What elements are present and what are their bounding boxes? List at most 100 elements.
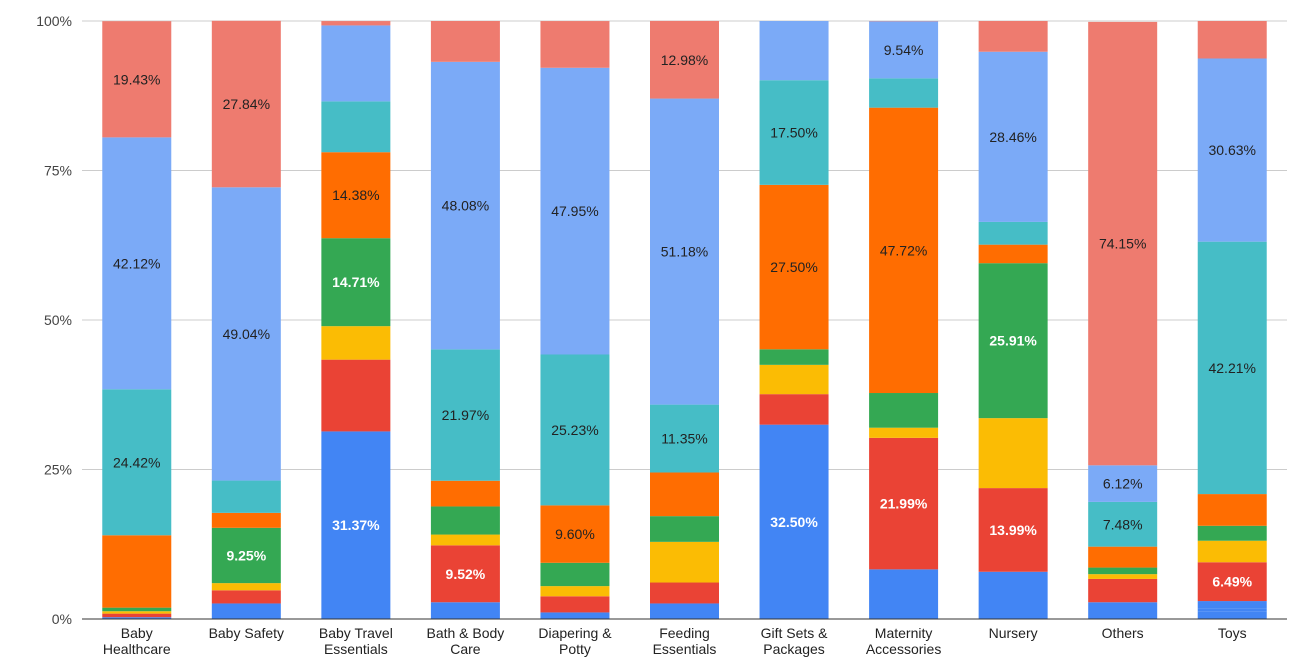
data-label: 49.04% — [223, 326, 270, 342]
bar-segment — [102, 607, 172, 612]
bar-segment — [759, 394, 829, 425]
data-label: 25.23% — [551, 422, 598, 438]
bar-segment — [430, 545, 500, 603]
bar-segment — [540, 505, 610, 563]
bars — [102, 20, 1267, 619]
bar-segment — [978, 488, 1048, 572]
data-label: 47.95% — [551, 203, 598, 219]
bar-segment — [650, 404, 719, 473]
data-label: 24.42% — [113, 454, 160, 470]
data-label: 19.43% — [113, 71, 160, 87]
category-label: Gift Sets & Packages — [761, 625, 829, 657]
bar-segment — [540, 354, 610, 506]
bar-segment — [211, 583, 281, 591]
data-label: 27.84% — [223, 96, 270, 112]
y-axis-ticks: 0% 25% 50% 75% 100% — [36, 13, 72, 627]
data-label: 42.12% — [113, 255, 160, 271]
bar-segment — [102, 21, 172, 138]
bar-segment — [430, 349, 500, 481]
data-label: 30.63% — [1208, 142, 1255, 158]
category-label: Feeding Essentials — [653, 625, 717, 657]
bar-segment — [321, 152, 391, 239]
category-label: Diapering & Potty — [538, 625, 612, 657]
bar-segment — [1197, 601, 1267, 609]
bar-segment — [978, 418, 1048, 489]
bar-segment — [650, 603, 719, 619]
data-label: 12.98% — [661, 52, 708, 68]
data-labels: 24.42% 42.12% 19.43% 9.25% 49.04% 27.84% 31.37… — [113, 42, 1256, 590]
bar-segment — [759, 349, 829, 365]
data-label: 31.37% — [332, 517, 380, 533]
bar-segment — [1088, 567, 1158, 575]
data-label: 14.38% — [332, 187, 379, 203]
data-label: 27.50% — [770, 259, 817, 275]
data-label: 42.21% — [1208, 360, 1255, 376]
y-tick-label: 100% — [36, 13, 72, 29]
data-label: 7.48% — [1103, 516, 1143, 532]
y-tick-label: 0% — [52, 611, 72, 627]
category-label: Nursery — [989, 625, 1038, 641]
bar-segment — [540, 21, 610, 68]
bar-segment — [321, 359, 391, 432]
bar-segment — [102, 617, 172, 619]
bar-segment — [978, 244, 1048, 264]
bar-segment — [211, 603, 281, 619]
bar-segment — [978, 21, 1048, 52]
bar-segment — [1088, 546, 1158, 568]
category-label: Baby Healthcare — [103, 625, 171, 657]
bar-segment — [211, 512, 281, 528]
bar-segment — [540, 586, 610, 597]
bar-segment — [430, 61, 500, 350]
bar-segment — [978, 263, 1048, 419]
bar-segment — [650, 472, 719, 517]
bar-segment — [869, 427, 939, 438]
bar-segment — [650, 582, 719, 604]
category-label: Maternity Accessories — [866, 625, 941, 657]
data-label: 47.72% — [880, 242, 927, 258]
bar-segment — [759, 21, 829, 81]
data-label: 17.50% — [770, 125, 817, 141]
bar-segment — [102, 535, 172, 608]
bar-segment — [321, 101, 391, 153]
data-label: 9.25% — [226, 547, 266, 563]
bar-segment — [430, 602, 500, 619]
bar-segment — [759, 424, 829, 619]
y-tick-label: 75% — [44, 163, 72, 179]
data-label: 74.15% — [1099, 236, 1146, 252]
bar-segment — [1197, 608, 1267, 612]
bar-segment — [1197, 540, 1267, 563]
data-label: 25.91% — [989, 333, 1037, 349]
data-label: 21.99% — [880, 496, 928, 512]
bar-segment — [869, 437, 939, 570]
bar-segment — [1088, 578, 1158, 603]
bar-segment — [321, 326, 391, 360]
data-label: 51.18% — [661, 244, 708, 260]
bar-segment — [540, 562, 610, 587]
bar-segment — [430, 506, 500, 535]
data-label: 9.52% — [446, 566, 486, 582]
bar-segment — [1197, 58, 1267, 242]
bar-segment — [759, 364, 829, 395]
data-label: 21.97% — [442, 407, 489, 423]
data-label: 9.54% — [884, 42, 924, 58]
bar-segment — [540, 612, 610, 619]
bar-segment — [1197, 494, 1267, 526]
bar-segment — [869, 393, 939, 428]
data-label: 6.12% — [1103, 476, 1143, 492]
category-label: Others — [1102, 625, 1144, 641]
data-label: 48.08% — [442, 198, 489, 214]
bar-segment — [869, 569, 939, 619]
bar-segment — [430, 480, 500, 507]
bar-segment — [1088, 602, 1158, 619]
data-label: 6.49% — [1212, 574, 1252, 590]
bar-segment — [102, 611, 172, 614]
bar-segment — [1197, 611, 1267, 619]
bar-segment — [869, 107, 939, 394]
category-label: Baby Safety — [209, 625, 285, 641]
bar-segment — [1088, 501, 1158, 547]
bar-segment — [102, 389, 172, 536]
category-labels: Baby Healthcare Baby Safety Baby Travel Esse… — [103, 625, 1247, 657]
data-label: 9.60% — [555, 526, 595, 542]
